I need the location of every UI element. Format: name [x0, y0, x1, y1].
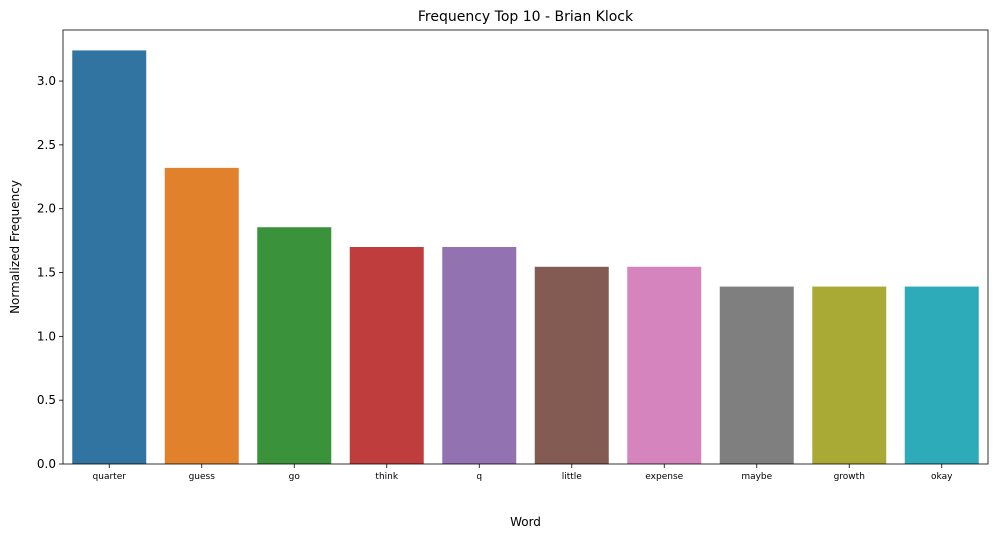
x-tick-label: think	[375, 472, 398, 482]
x-tick-label: little	[562, 472, 583, 482]
y-axis-label: Normalized Frequency	[8, 180, 22, 314]
y-tick-label: 0.0	[37, 457, 56, 471]
bar-maybe	[719, 286, 794, 464]
y-tick-label: 1.0	[37, 329, 56, 343]
bar-think	[349, 247, 424, 464]
y-tick-label: 2.0	[37, 202, 56, 216]
bar-okay	[904, 286, 979, 464]
chart-title: Frequency Top 10 - Brian Klock	[418, 9, 634, 25]
x-tick-label: go	[289, 472, 301, 482]
bar-guess	[164, 167, 239, 464]
x-axis-label: Word	[510, 515, 541, 529]
x-tick-label: q	[476, 472, 482, 482]
plot-frame	[62, 29, 989, 465]
x-tick-label: maybe	[741, 472, 772, 482]
bar-little	[534, 266, 609, 464]
y-tick-label: 2.5	[37, 138, 56, 152]
x-tick-label: okay	[931, 472, 953, 482]
x-tick-label: growth	[834, 472, 865, 482]
x-ticks-group: quarter guess go think q little expense maybe gr…	[93, 464, 953, 482]
bar-q	[442, 247, 517, 464]
x-tick-label: expense	[645, 472, 683, 482]
y-ticks-group: 0.0 0.5 1.0 1.5 2.0 2.5 3.0	[37, 74, 63, 471]
x-tick-label: guess	[189, 472, 216, 482]
y-tick-label: 1.5	[37, 266, 56, 280]
bar-expense	[627, 266, 702, 464]
bar-go	[257, 227, 332, 464]
bar-quarter	[72, 50, 147, 465]
y-tick-label: 3.0	[37, 74, 56, 88]
y-tick-label: 0.5	[37, 393, 56, 407]
bar-growth	[812, 286, 887, 464]
bars-group	[72, 50, 979, 465]
x-tick-label: quarter	[93, 472, 127, 482]
